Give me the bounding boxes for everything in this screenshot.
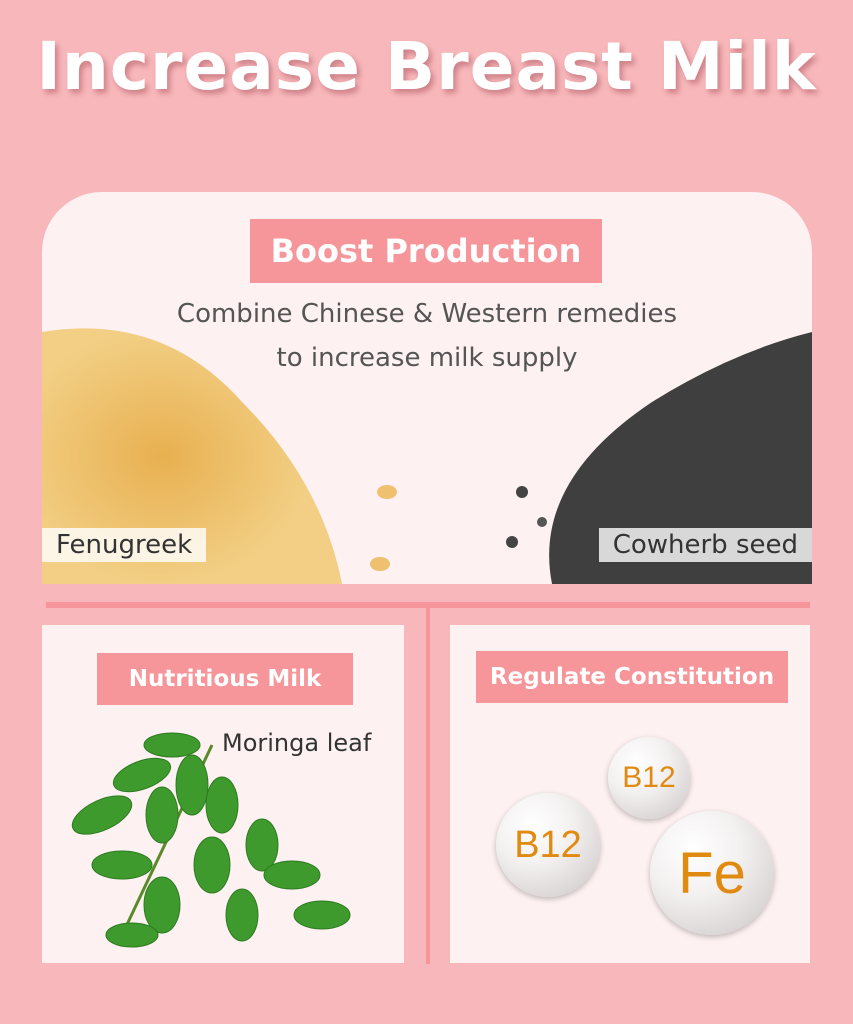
nutritious-milk-tag: Nutritious Milk [97,653,353,705]
fenugreek-label: Fenugreek [42,528,207,562]
moringa-leaf-image [71,732,351,948]
boost-production-panel: Boost Production Combine Chinese & Weste… [42,192,812,584]
cowherb-seed-image [506,332,812,584]
fe-bubble: Fe [650,811,774,935]
boost-subtitle-line1: Combine Chinese & Western remedies [176,299,678,329]
boost-subtitle-line2: to increase milk supply [276,343,578,373]
b12-bubble-small: B12 [608,737,690,819]
boost-production-tag: Boost Production [250,219,602,283]
regulate-constitution-panel: Regulate Constitution B12 B12 Fe [450,625,810,963]
divider-horizontal [46,602,810,608]
page-title: Increase Breast Milk [36,28,817,105]
nutritious-milk-panel: Nutritious Milk Moringa leaf [42,625,404,963]
fenugreek-image [42,328,397,584]
regulate-constitution-tag: Regulate Constitution [476,651,788,703]
divider-vertical [426,608,430,964]
cowherb-seed-label: Cowherb seed [598,528,812,562]
moringa-leaf-label: Moringa leaf [222,729,372,757]
b12-bubble: B12 [496,793,600,897]
